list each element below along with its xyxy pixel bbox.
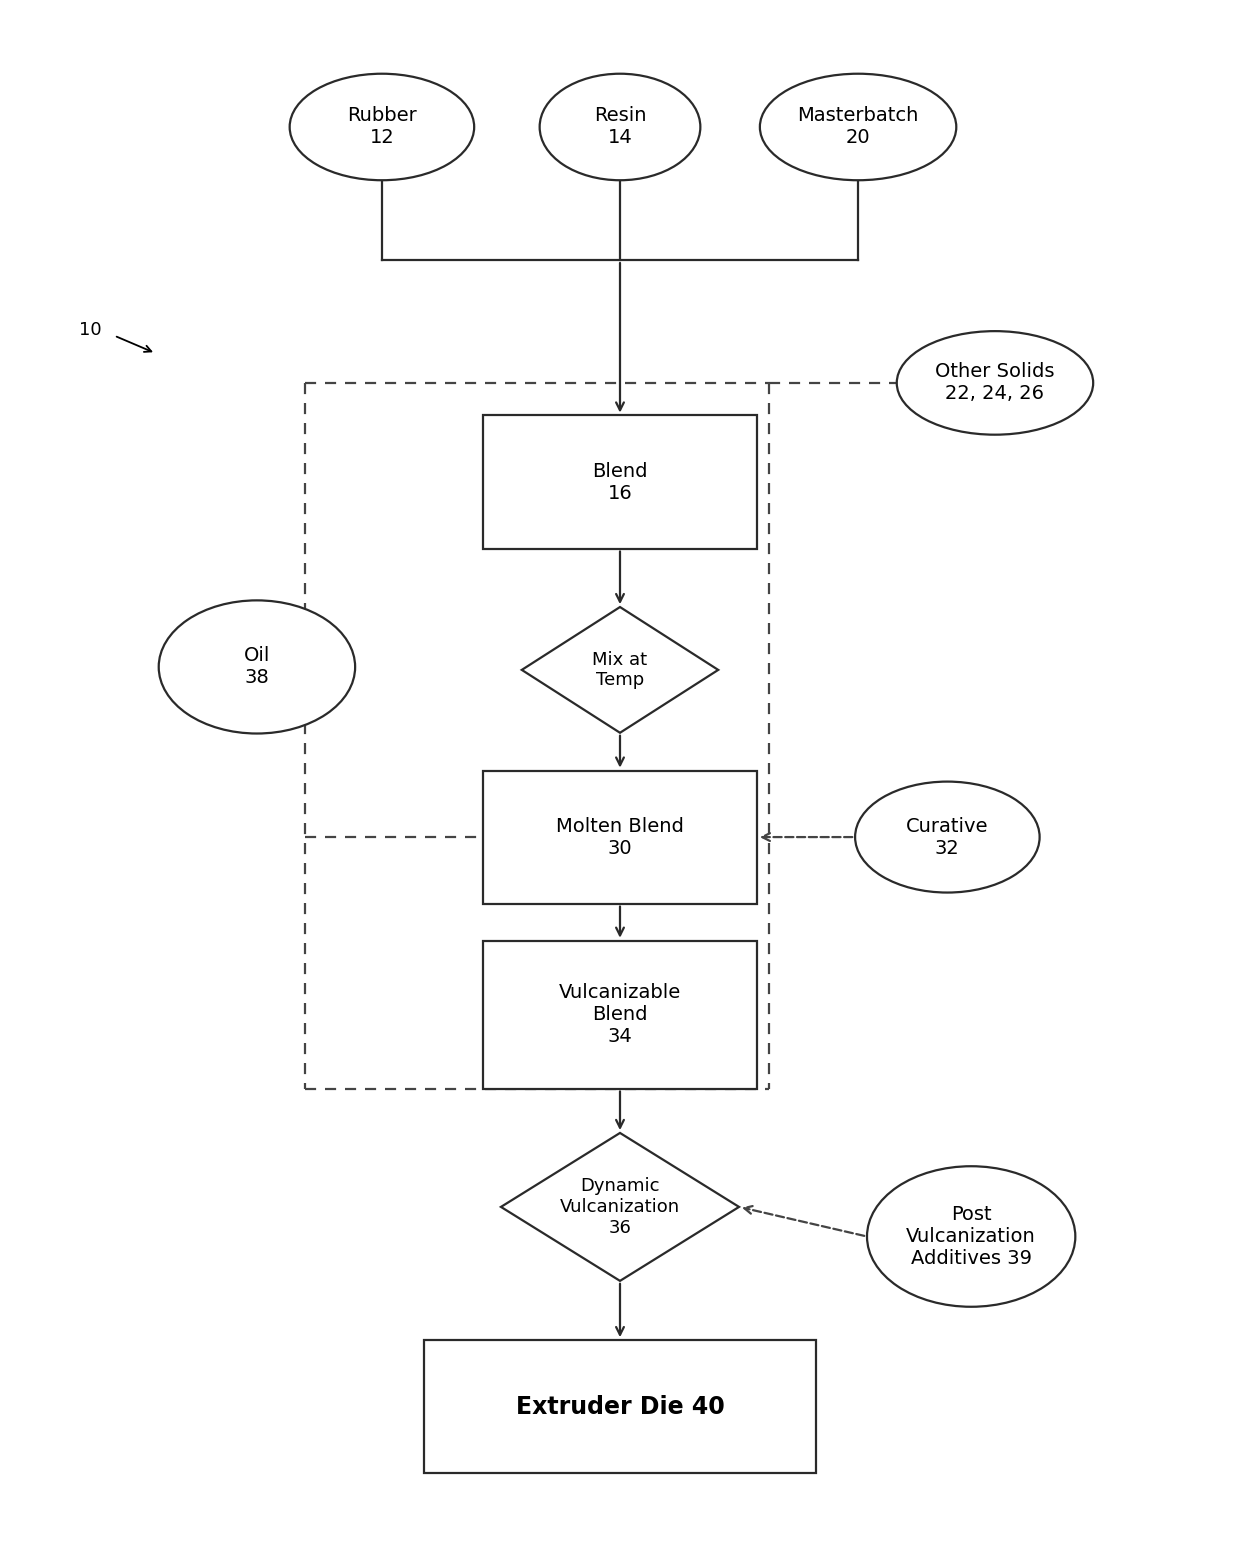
Ellipse shape (539, 74, 701, 180)
Ellipse shape (290, 74, 474, 180)
Text: Post
Vulcanization
Additives 39: Post Vulcanization Additives 39 (906, 1205, 1037, 1268)
FancyBboxPatch shape (484, 416, 756, 549)
Text: 10: 10 (79, 321, 102, 339)
Text: Vulcanizable
Blend
34: Vulcanizable Blend 34 (559, 983, 681, 1046)
Ellipse shape (897, 331, 1094, 435)
Text: Curative
32: Curative 32 (906, 817, 988, 858)
Text: Mix at
Temp: Mix at Temp (593, 650, 647, 689)
Ellipse shape (159, 601, 355, 734)
Text: Resin
14: Resin 14 (594, 106, 646, 148)
Text: Molten Blend
30: Molten Blend 30 (556, 817, 684, 858)
Ellipse shape (760, 74, 956, 180)
Text: Extruder Die 40: Extruder Die 40 (516, 1395, 724, 1419)
Polygon shape (522, 607, 718, 734)
Text: Rubber
12: Rubber 12 (347, 106, 417, 148)
Text: Dynamic
Vulcanization
36: Dynamic Vulcanization 36 (560, 1177, 680, 1237)
FancyBboxPatch shape (484, 770, 756, 903)
Polygon shape (501, 1133, 739, 1281)
FancyBboxPatch shape (484, 940, 756, 1088)
Text: Oil
38: Oil 38 (244, 646, 270, 687)
Text: Masterbatch
20: Masterbatch 20 (797, 106, 919, 148)
Ellipse shape (856, 781, 1039, 892)
Text: Other Solids
22, 24, 26: Other Solids 22, 24, 26 (935, 362, 1055, 404)
FancyBboxPatch shape (424, 1341, 816, 1473)
Ellipse shape (867, 1167, 1075, 1307)
Text: Blend
16: Blend 16 (593, 461, 647, 502)
